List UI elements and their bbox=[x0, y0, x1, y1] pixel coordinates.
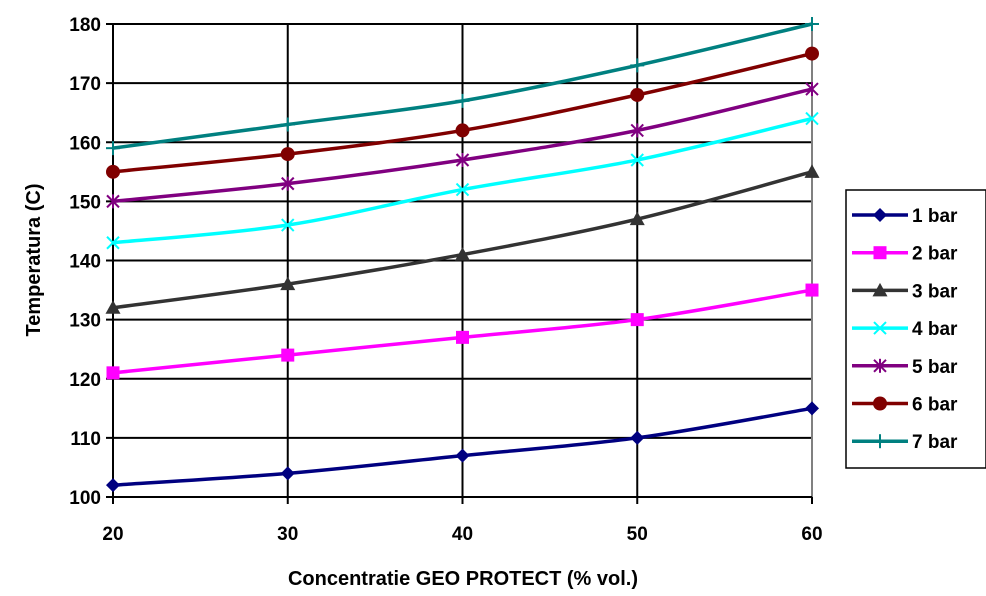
data-point bbox=[630, 87, 645, 102]
legend-item: 3 bar bbox=[852, 281, 958, 302]
data-point bbox=[281, 348, 295, 362]
data-point bbox=[456, 330, 469, 344]
legend-label: 2 bar bbox=[912, 244, 958, 265]
data-point bbox=[105, 300, 121, 314]
legend-item: 6 bar bbox=[852, 395, 958, 416]
legend-marker bbox=[873, 321, 887, 335]
data-point bbox=[106, 194, 120, 209]
series-lines bbox=[105, 17, 820, 493]
data-point bbox=[805, 401, 819, 416]
marker-stroke bbox=[455, 182, 470, 197]
data-point bbox=[455, 247, 470, 261]
legend-items: 1 bar 2 bar 3 bar 4 bar 5 bar 6 bar 7 bar bbox=[852, 206, 958, 453]
data-point bbox=[280, 117, 295, 132]
y-axis-title: Temperatura (C) bbox=[23, 184, 45, 337]
y-tick-label: 130 bbox=[69, 311, 101, 332]
data-point bbox=[805, 82, 819, 97]
x-tick-label: 50 bbox=[627, 524, 648, 545]
data-point bbox=[805, 283, 819, 297]
legend-item: 1 bar bbox=[852, 206, 958, 227]
legend-item: 5 bar bbox=[852, 357, 958, 378]
legend-item: 4 bar bbox=[852, 319, 958, 340]
series-2-bar bbox=[106, 283, 819, 380]
legend-label: 6 bar bbox=[912, 395, 958, 416]
data-point bbox=[106, 236, 120, 250]
marker-stroke bbox=[873, 321, 887, 335]
data-point bbox=[630, 153, 644, 167]
data-point bbox=[629, 211, 645, 226]
legend-marker bbox=[873, 396, 887, 411]
data-point bbox=[804, 164, 820, 178]
y-axis-ticks: 100 110 120 130 140 150 160 170 180 bbox=[69, 15, 101, 509]
y-tick-label: 170 bbox=[69, 74, 101, 95]
legend: 1 bar 2 bar 3 bar 4 bar 5 bar 6 bar 7 bar bbox=[845, 189, 986, 469]
legend-item: 7 bar bbox=[852, 432, 958, 453]
y-tick-label: 100 bbox=[69, 488, 101, 509]
legend-label: 1 bar bbox=[912, 206, 958, 227]
y-tick-label: 180 bbox=[69, 15, 101, 36]
grid bbox=[106, 23, 813, 504]
data-point bbox=[455, 182, 470, 197]
legend-label: 3 bar bbox=[912, 281, 958, 302]
data-point bbox=[455, 123, 470, 138]
marker-stroke bbox=[106, 236, 120, 250]
data-point bbox=[455, 93, 470, 108]
data-point bbox=[805, 17, 819, 31]
data-point bbox=[630, 430, 645, 445]
y-tick-label: 160 bbox=[69, 133, 101, 154]
data-point bbox=[106, 141, 120, 156]
marker-stroke bbox=[805, 111, 819, 126]
legend-marker bbox=[873, 208, 887, 222]
data-point bbox=[455, 152, 470, 167]
data-point bbox=[280, 147, 295, 162]
y-tick-label: 110 bbox=[70, 429, 101, 450]
data-point bbox=[455, 448, 470, 463]
data-point bbox=[106, 366, 120, 380]
data-point bbox=[106, 164, 120, 179]
x-tick-label: 40 bbox=[452, 524, 473, 545]
data-point bbox=[280, 466, 295, 481]
data-point bbox=[281, 218, 295, 232]
data-point bbox=[630, 313, 644, 327]
series-7-bar bbox=[106, 17, 819, 156]
marker-stroke bbox=[281, 218, 295, 232]
y-tick-label: 150 bbox=[69, 192, 101, 213]
y-tick-label: 140 bbox=[69, 252, 101, 273]
legend-label: 4 bar bbox=[912, 319, 958, 340]
y-tick-label: 120 bbox=[69, 370, 101, 391]
series-4-bar bbox=[106, 111, 819, 250]
series-6-bar bbox=[106, 46, 819, 179]
data-point bbox=[281, 176, 295, 191]
data-point bbox=[106, 478, 120, 493]
x-tick-label: 20 bbox=[102, 524, 123, 545]
data-point bbox=[805, 111, 819, 126]
x-axis-title: Concentratie GEO PROTECT (% vol.) bbox=[288, 568, 638, 590]
x-tick-label: 30 bbox=[277, 524, 298, 545]
data-point bbox=[805, 46, 819, 61]
x-tick-label: 60 bbox=[801, 524, 822, 545]
series-5-bar bbox=[106, 82, 819, 209]
legend-label: 5 bar bbox=[912, 357, 958, 378]
legend-marker bbox=[873, 246, 887, 260]
series-1-bar bbox=[106, 401, 819, 493]
legend-marker bbox=[873, 358, 887, 373]
x-axis-ticks: 20 30 40 50 60 bbox=[102, 524, 822, 545]
marker-stroke bbox=[630, 153, 644, 167]
data-point bbox=[630, 123, 644, 138]
legend-label: 7 bar bbox=[912, 432, 958, 453]
series-3-bar bbox=[105, 164, 820, 314]
data-point bbox=[280, 276, 296, 291]
legend-marker bbox=[872, 282, 888, 297]
legend-marker bbox=[873, 434, 887, 449]
data-point bbox=[630, 58, 645, 73]
legend-item: 2 bar bbox=[852, 244, 958, 265]
